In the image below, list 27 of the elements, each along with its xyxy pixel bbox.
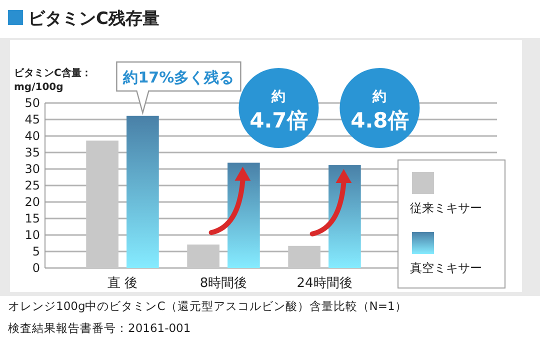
x-tick-label: 直 後 bbox=[107, 276, 138, 291]
x-tick-label: 24時間後 bbox=[296, 276, 352, 291]
y-tick-label: 30 bbox=[24, 162, 40, 176]
y-tick-label: 5 bbox=[32, 244, 40, 259]
y-tick-label: 40 bbox=[24, 129, 40, 144]
y-tick-label: 20 bbox=[24, 195, 40, 210]
x-tick-label: 8時間後 bbox=[200, 276, 248, 291]
annotation: 約17%多く残る bbox=[122, 68, 234, 86]
y-tick-label: 50 bbox=[24, 96, 40, 110]
bar bbox=[86, 140, 118, 268]
y-axis-title: ビタミンC含量： mg/100g bbox=[14, 67, 92, 93]
y-tick-label: 45 bbox=[24, 112, 40, 127]
bar bbox=[288, 246, 320, 268]
bar bbox=[187, 244, 220, 268]
y-tick-label: 10 bbox=[24, 228, 40, 242]
legend-label: 従来ミキサー bbox=[410, 201, 482, 215]
legend-label: 真空ミキサー bbox=[410, 261, 482, 275]
bar bbox=[126, 116, 159, 268]
y-tick-label: 35 bbox=[24, 146, 40, 160]
annotation: 約 4.7倍 bbox=[250, 88, 308, 132]
y-tick-label: 15 bbox=[24, 212, 40, 226]
y-tick-label: 25 bbox=[24, 178, 40, 193]
y-tick-label: 0 bbox=[32, 261, 40, 276]
text: オレンジ100g中のビタミンC（還元型アスコルビン酸）含量比較（N=1） bbox=[8, 299, 407, 313]
chart-title: ビタミンC残存量 bbox=[28, 9, 160, 29]
annotation: 約 4.8倍 bbox=[350, 88, 409, 132]
text: 検査結果報告書番号：20161-001 bbox=[8, 321, 191, 335]
